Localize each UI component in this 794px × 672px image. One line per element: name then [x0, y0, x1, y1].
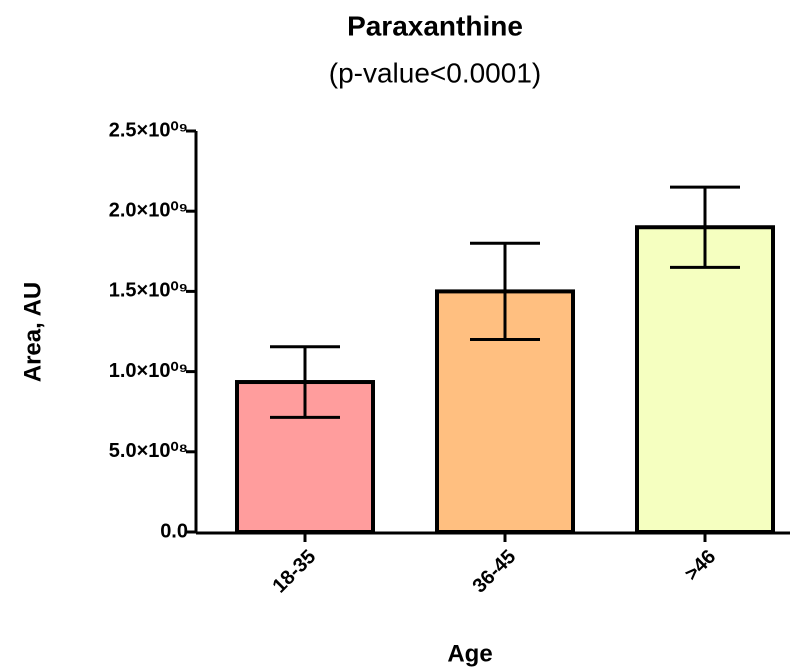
y-tick-label: 2.5×10⁰⁹ — [109, 119, 188, 141]
x-tick-label: 36-45 — [469, 546, 521, 598]
x-axis-label: Age — [447, 640, 492, 667]
bar — [635, 225, 775, 535]
bar — [435, 289, 575, 534]
chart-subtitle: (p-value<0.0001) — [329, 57, 541, 88]
y-tick-label: 2.0×10⁰⁹ — [109, 199, 188, 221]
y-tick-label: 1.5×10⁰⁹ — [109, 280, 188, 302]
y-tick-label: 0.0 — [160, 520, 188, 542]
chart-title: Paraxanthine — [347, 10, 523, 41]
y-tick-label: 1.0×10⁰⁹ — [109, 360, 188, 382]
y-axis-label: Area, AU — [19, 282, 46, 382]
x-tick-label: >46 — [681, 546, 721, 586]
x-tick-label: 18-35 — [269, 546, 321, 598]
y-tick-label: 5.0×10⁰⁸ — [109, 440, 188, 462]
